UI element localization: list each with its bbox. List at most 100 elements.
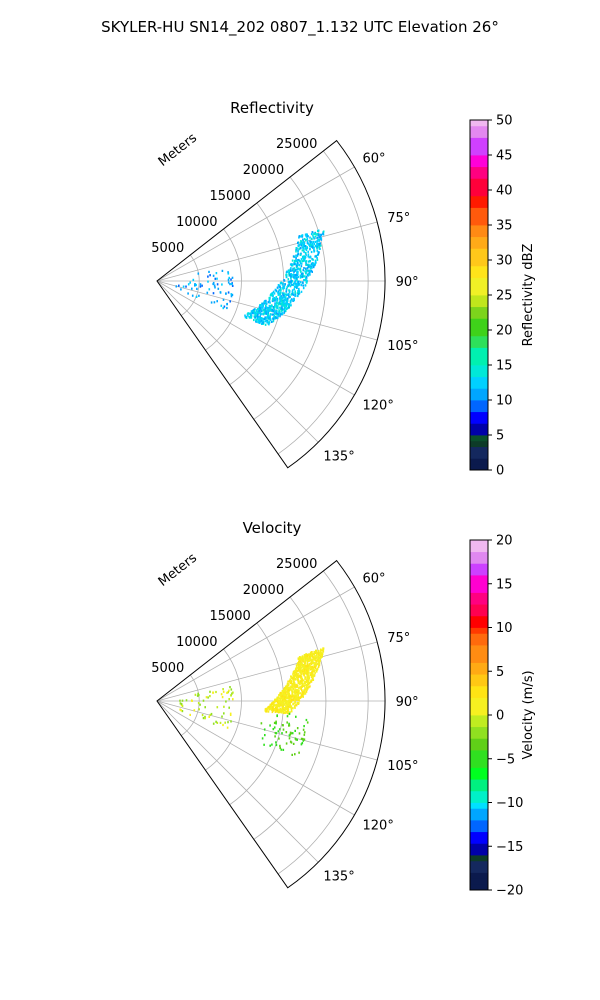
echo-gate bbox=[295, 248, 297, 251]
echo-gate bbox=[284, 299, 286, 302]
echo-gate bbox=[278, 311, 281, 315]
colorbar-segment bbox=[470, 773, 488, 780]
echo-gate bbox=[298, 692, 300, 695]
echo-gate bbox=[301, 670, 304, 673]
colorbar-segment bbox=[470, 365, 488, 372]
echo-gate bbox=[219, 291, 222, 294]
echo-gate bbox=[193, 709, 196, 712]
echo-gate bbox=[260, 308, 263, 311]
reflectivity-colorbar-tick-label: 0 bbox=[496, 464, 504, 479]
echo-gate bbox=[202, 699, 205, 702]
colorbar-segment bbox=[470, 551, 488, 558]
echo-gate bbox=[220, 304, 223, 307]
echo-gate bbox=[306, 247, 309, 250]
echo-gate bbox=[217, 287, 220, 290]
echo-gate bbox=[287, 297, 289, 300]
angular-grid-line bbox=[156, 641, 378, 702]
echo-gate bbox=[299, 276, 302, 279]
echo-gate bbox=[311, 658, 314, 661]
echo-gate bbox=[268, 300, 271, 303]
echo-gate bbox=[280, 291, 282, 294]
echo-gate bbox=[262, 319, 264, 322]
echo-gate bbox=[262, 304, 265, 307]
echo-gate bbox=[313, 237, 316, 240]
echo-gate bbox=[318, 236, 320, 239]
echo-gate bbox=[312, 236, 315, 239]
colorbar-segment bbox=[470, 545, 488, 553]
echo-gate bbox=[250, 310, 253, 313]
reflectivity-radial-tick-label: 10000 bbox=[176, 215, 217, 230]
colorbar-segment bbox=[470, 120, 488, 127]
echo-gate bbox=[259, 315, 261, 318]
echo-gate bbox=[282, 689, 284, 692]
echo-gate bbox=[304, 676, 306, 679]
echo-gate bbox=[272, 310, 275, 313]
echo-gate bbox=[313, 650, 315, 654]
echo-gate bbox=[294, 688, 296, 691]
echo-gate bbox=[281, 695, 284, 698]
echo-gate bbox=[276, 706, 279, 709]
echo-gate bbox=[227, 272, 230, 275]
echo-gate bbox=[312, 258, 314, 261]
echo-gate bbox=[294, 669, 297, 672]
echo-gate bbox=[307, 665, 309, 668]
echo-gate bbox=[291, 732, 294, 735]
echo-gate bbox=[212, 691, 214, 694]
echo-gate bbox=[300, 270, 302, 273]
echo-gate bbox=[301, 689, 303, 692]
echo-gate bbox=[308, 243, 310, 246]
echo-gate bbox=[288, 283, 291, 287]
echo-gate bbox=[296, 689, 298, 692]
echo-gate bbox=[280, 295, 282, 298]
echo-gate bbox=[310, 250, 313, 254]
echo-gate bbox=[279, 289, 281, 292]
echo-gate bbox=[299, 668, 302, 671]
echo-gate bbox=[316, 249, 319, 252]
echo-gate bbox=[317, 234, 320, 237]
echo-gate bbox=[225, 292, 227, 295]
echo-gate bbox=[232, 698, 234, 701]
echo-gate bbox=[284, 693, 286, 696]
echo-gate bbox=[304, 247, 306, 250]
colorbar-segment bbox=[470, 615, 488, 623]
echo-gate bbox=[259, 310, 261, 313]
echo-gate bbox=[284, 283, 286, 286]
echo-gate bbox=[253, 310, 256, 313]
echo-gate bbox=[250, 314, 253, 317]
echo-gate bbox=[289, 678, 292, 681]
echo-gate bbox=[230, 720, 232, 723]
echo-gate bbox=[281, 732, 283, 735]
echo-gate bbox=[280, 302, 283, 306]
echo-gate bbox=[279, 313, 282, 316]
echo-gate bbox=[303, 674, 306, 677]
echo-gate bbox=[267, 307, 269, 310]
echo-gate bbox=[298, 732, 301, 735]
echo-gate bbox=[305, 671, 307, 674]
echo-gate bbox=[276, 714, 278, 718]
echo-gate bbox=[296, 284, 299, 287]
echo-gate bbox=[282, 308, 285, 311]
echo-gate bbox=[221, 696, 224, 699]
echo-gate bbox=[303, 672, 306, 676]
echo-gate bbox=[307, 250, 309, 253]
echo-gate bbox=[302, 695, 304, 698]
colorbar-segment bbox=[470, 563, 488, 570]
echo-field bbox=[175, 229, 325, 326]
colorbar-segment bbox=[470, 172, 488, 179]
echo-gate bbox=[306, 680, 308, 684]
echo-gate bbox=[292, 675, 294, 678]
echo-gate bbox=[302, 247, 305, 250]
echo-gate bbox=[305, 239, 307, 242]
echo-gate bbox=[268, 309, 271, 312]
echo-gate bbox=[292, 671, 295, 675]
echo-gate bbox=[264, 317, 267, 320]
echo-gate bbox=[210, 712, 213, 716]
echo-gate bbox=[278, 302, 281, 305]
reflectivity-colorbar-tick-label: 15 bbox=[496, 359, 513, 374]
echo-gate bbox=[296, 738, 298, 741]
echo-gate bbox=[263, 317, 266, 320]
echo-gate bbox=[282, 748, 285, 751]
colorbar-segment bbox=[470, 820, 488, 827]
echo-gate bbox=[288, 289, 290, 292]
echo-gate bbox=[294, 292, 296, 295]
